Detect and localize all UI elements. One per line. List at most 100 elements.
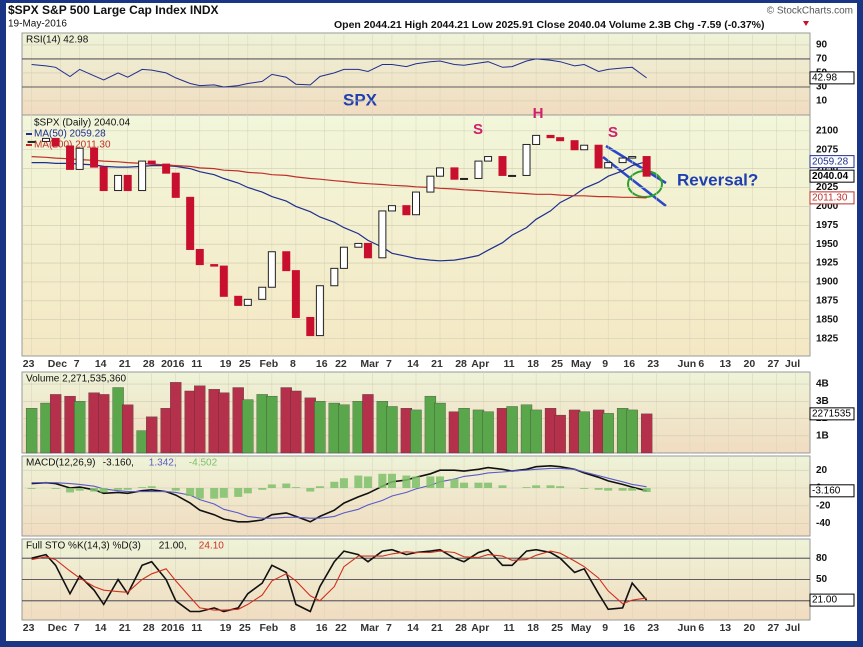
volume-bar <box>112 387 124 454</box>
x-tick-label: 7 <box>386 622 392 634</box>
x-tick-label: 21 <box>119 622 131 634</box>
x-tick-label: 11 <box>191 358 202 370</box>
x-tick-label: Mar <box>360 622 379 634</box>
histogram-bar <box>186 488 195 496</box>
volume-bar <box>472 409 485 454</box>
histogram-bar <box>243 488 252 494</box>
volume-bar <box>362 394 374 454</box>
y-tick-label: 1825 <box>816 333 839 344</box>
volume-bar <box>592 409 605 454</box>
legend-label: -3.160, <box>103 458 134 469</box>
x-tick-label: Dec <box>48 358 67 370</box>
candle <box>556 137 565 142</box>
candle <box>186 196 195 250</box>
value-tag-box <box>809 191 855 205</box>
x-tick-label: 11 <box>191 622 202 634</box>
x-tick-label: 23 <box>647 358 659 370</box>
legend-label: MA(50) 2059.28 <box>34 129 106 140</box>
histogram-bar <box>171 488 180 491</box>
ma-line <box>31 156 647 199</box>
volume-bar <box>578 411 590 454</box>
volume-bar <box>74 401 86 454</box>
candle <box>426 175 435 193</box>
x-tick-label: 27 <box>768 358 780 370</box>
candle <box>354 242 363 248</box>
volume-bar <box>218 392 230 454</box>
histogram-bar <box>114 488 123 490</box>
y-tick-label: 1900 <box>816 277 839 288</box>
candle <box>594 144 603 169</box>
legend-label: MA(200) 2011.30 <box>34 140 111 151</box>
candle <box>258 286 267 300</box>
histogram-bar <box>147 486 156 488</box>
candle <box>306 316 315 337</box>
volume-bar <box>554 414 566 454</box>
x-tick-label: Feb <box>260 622 279 634</box>
value-tag: -3.160 <box>812 485 841 496</box>
x-tick-label: 23 <box>647 622 659 634</box>
histogram-bar <box>426 476 435 488</box>
x-tick-label: Jul <box>785 358 800 370</box>
volume-bar <box>520 404 533 454</box>
down-arrow <box>803 21 809 26</box>
annotation: S <box>608 124 618 141</box>
x-tick-label: 14 <box>95 358 107 370</box>
panel-title: MACD(12,26,9) <box>26 458 95 469</box>
x-tick-label: 21 <box>119 358 131 370</box>
indicator-line <box>31 58 647 88</box>
histogram-bar <box>123 488 132 490</box>
y-tick-label: 2100 <box>816 126 839 137</box>
candle <box>75 147 84 170</box>
x-tick-label: 13 <box>719 358 731 370</box>
candle <box>532 134 541 145</box>
y-tick-label: -40 <box>816 518 831 529</box>
x-tick-label: 28 <box>143 622 155 634</box>
histogram-bar <box>51 488 60 489</box>
x-tick-label: 14 <box>407 358 419 370</box>
x-tick-label: Mar <box>360 358 379 370</box>
x-tick-label: 2016 <box>161 358 185 370</box>
value-tag: 2271535 <box>812 408 851 419</box>
histogram-bar <box>339 478 348 488</box>
x-tick-label: 8 <box>290 622 296 634</box>
histogram-bar <box>315 486 324 488</box>
volume-bar <box>266 395 278 454</box>
candle <box>138 160 147 192</box>
candle <box>330 267 339 287</box>
candle <box>363 242 372 259</box>
x-tick-label: 2016 <box>161 622 185 634</box>
histogram-bar <box>484 482 493 488</box>
candle <box>474 160 483 179</box>
volume-bar <box>434 402 446 454</box>
histogram-bar <box>27 488 36 489</box>
histogram-bar <box>642 488 651 493</box>
x-tick-label: 20 <box>743 358 755 370</box>
candle <box>628 156 637 159</box>
volume-bar <box>160 408 172 454</box>
candle <box>522 143 531 176</box>
y-tick-label: 3B <box>816 396 829 407</box>
value-tag: 2059.28 <box>812 156 849 167</box>
annotation: Reversal? <box>677 170 758 189</box>
candle <box>210 264 219 267</box>
y-tick-label: 70 <box>816 54 828 65</box>
x-tick-label: 28 <box>455 622 467 634</box>
candle <box>42 137 51 142</box>
volume-bar <box>194 385 206 454</box>
x-tick-label: 16 <box>316 622 328 634</box>
value-tag-box <box>809 71 855 85</box>
candle <box>114 174 123 192</box>
y-tick-label: 1950 <box>816 239 839 250</box>
y-tick-label: 2075 <box>816 144 839 155</box>
x-tick-label: Apr <box>471 622 489 634</box>
candle <box>282 251 291 272</box>
volume-bar <box>242 399 254 454</box>
x-tick-label: 20 <box>743 622 755 634</box>
candle <box>291 270 300 318</box>
histogram-bar <box>90 488 99 492</box>
histogram-bar <box>594 488 603 490</box>
y-tick-label: 1875 <box>816 295 839 306</box>
volume-bar <box>386 406 398 454</box>
x-tick-label: 28 <box>455 358 467 370</box>
volume-bar <box>232 387 244 454</box>
